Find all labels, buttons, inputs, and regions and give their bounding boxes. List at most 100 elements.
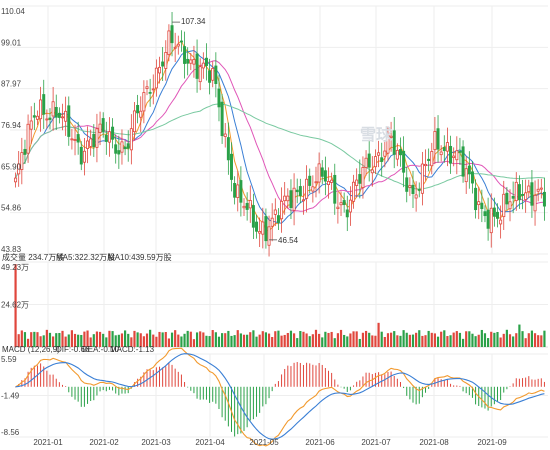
volume-bar [230,335,233,347]
volume-ma5-legend: MA5:322.32万股 [56,253,115,262]
volume-bar [195,332,199,347]
volume-bar [399,335,402,347]
candle-body [436,128,440,150]
volume-bar [133,330,136,347]
volume-bar [224,333,227,347]
macd-y-tick: 5.59 [1,355,17,364]
candle-body [158,66,162,74]
volume-bar [17,334,20,347]
volume-bar [389,332,393,347]
candle-body [220,101,224,137]
volume-bar [86,330,89,347]
volume-bar [524,338,527,347]
candle-body [383,150,387,157]
candle-body [461,146,465,177]
macd-bar [331,372,333,387]
candle-body [132,110,136,133]
volume-bar [346,336,349,347]
x-tick-label: 2021-06 [305,438,335,447]
volume-bar [408,334,411,347]
macd-bar [259,386,261,413]
candle-body [82,150,86,163]
candle-body [352,181,356,202]
macd-bar [237,386,239,435]
volume-bar [108,330,111,347]
macd-bar [421,386,423,398]
candle-body [464,168,468,183]
volume-bar [471,333,474,347]
macd-bar [221,386,223,418]
macd-bar [415,386,417,405]
candle-body [211,68,215,81]
x-tick-label: 2021-03 [141,438,171,447]
volume-bar [427,330,430,347]
macd-bar [378,372,380,387]
volume-bar [537,335,540,347]
price-y-tick: 110.04 [1,7,25,16]
volume-bar [236,330,239,347]
volume-bar [161,332,164,347]
macd-bar [403,386,405,389]
candle-body [358,174,362,184]
macd-y-tick: -8.56 [1,428,20,437]
macd-bar [343,386,345,389]
candle-body [233,183,237,198]
volume-bar [311,334,314,347]
candle-body [26,123,30,154]
volume-bar [443,330,446,347]
candle-body [527,185,531,193]
volume-bar [155,336,158,347]
macd-bar [515,378,517,387]
macd-bar [65,386,67,387]
macd-bar [522,378,524,387]
candle-body [164,52,168,69]
candle-body [239,180,243,203]
macd-bar [406,386,408,396]
candle-body [101,118,105,132]
volume-panel: 49.23万 24.62万 成交量 234.7万股 MA5:322.32万股 MA… [1,252,548,348]
macd-bar [209,386,211,403]
macd-bar [162,367,164,387]
candle-body [57,112,61,118]
candle-body [330,179,334,183]
macd-bar [468,386,470,396]
volume-bar [499,337,502,347]
x-tick-label: 2021-09 [477,438,507,447]
macd-y-tick: -1.49 [1,392,20,401]
candle-body [217,88,221,108]
macd-bar [205,386,207,400]
candle-body [154,67,158,89]
macd-bar [159,366,161,387]
macd-bar [124,386,126,394]
candle-body [333,174,337,204]
volume-bar [80,334,83,347]
volume-bar [192,339,196,347]
candle-body [452,155,456,158]
macd-bar [293,362,295,387]
macd-bar [312,364,314,387]
macd-bar [306,362,308,387]
volume-bar [440,331,443,347]
candle-body [427,158,431,161]
candle-body [67,105,71,137]
volume-y-tick: 24.62万 [1,300,29,309]
price-y-tick: 65.90 [1,162,22,171]
candle-body [223,133,227,137]
macd-bar [184,381,186,387]
volume-bar [274,331,277,347]
macd-bar [80,386,82,407]
candle-body [411,184,415,194]
volume-bar [242,334,246,347]
macd-bar [506,386,508,390]
volume-bar [296,338,299,347]
macd-bar [218,386,220,410]
macd-bar [359,380,361,387]
volume-bar [449,335,452,347]
candle-body [92,133,96,148]
low-label: 46.54 [278,236,299,245]
macd-bar [281,374,283,387]
volume-bar [174,330,177,347]
candle-body [389,135,393,138]
candle-body [530,182,534,206]
price-y-tick: 76.94 [1,121,22,130]
